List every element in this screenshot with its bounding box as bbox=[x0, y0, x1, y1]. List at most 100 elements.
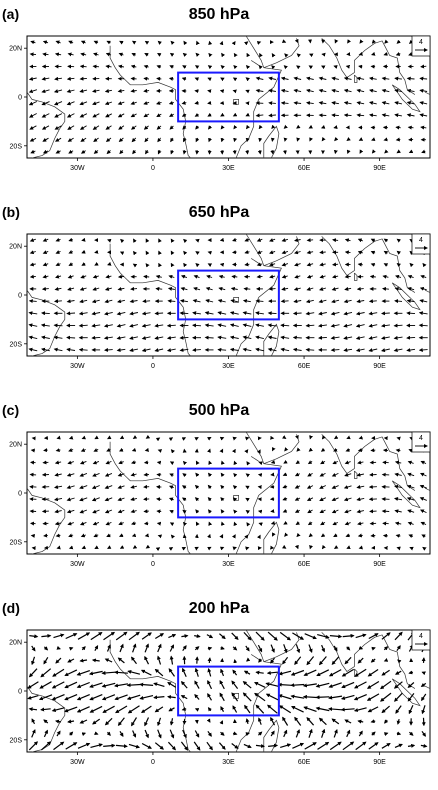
wind-arrow bbox=[357, 349, 365, 351]
wind-arrow bbox=[168, 337, 176, 338]
wind-arrow bbox=[69, 264, 73, 266]
wind-arrow bbox=[280, 706, 291, 713]
wind-arrow bbox=[55, 498, 62, 499]
wind-arrow bbox=[159, 264, 160, 266]
wind-arrow bbox=[381, 693, 391, 701]
wind-arrow bbox=[232, 288, 238, 289]
wind-arrow bbox=[171, 42, 172, 43]
wind-arrow bbox=[70, 438, 72, 439]
wind-arrow bbox=[171, 438, 172, 439]
wind-arrow bbox=[32, 730, 35, 737]
wind-arrow bbox=[145, 718, 149, 726]
wind-arrow bbox=[383, 78, 390, 79]
wind-arrow bbox=[309, 66, 311, 67]
wind-arrow bbox=[44, 657, 48, 663]
wind-arrow bbox=[41, 742, 50, 750]
wind-arrow bbox=[29, 325, 37, 327]
wind-arrow bbox=[343, 742, 354, 750]
wind-arrow bbox=[132, 126, 137, 129]
wind-arrow bbox=[355, 708, 367, 711]
coastline bbox=[27, 290, 65, 356]
wind-arrow bbox=[279, 685, 292, 686]
wind-arrow bbox=[297, 139, 298, 141]
wind-arrow bbox=[145, 657, 149, 664]
wind-arrow bbox=[56, 251, 60, 253]
wind-arrow bbox=[395, 325, 403, 326]
wind-arrow bbox=[309, 127, 311, 128]
wind-arrow bbox=[420, 115, 427, 116]
wind-arrow bbox=[68, 126, 74, 130]
wind-arrow bbox=[145, 138, 148, 142]
wind-arrow bbox=[221, 486, 223, 489]
wind-arrow bbox=[234, 78, 236, 79]
wind-arrow bbox=[69, 252, 73, 254]
wind-arrow bbox=[80, 313, 88, 314]
wind-arrow bbox=[30, 90, 37, 92]
wind-arrow bbox=[307, 300, 314, 302]
wind-arrow bbox=[168, 697, 176, 698]
wind-arrow bbox=[134, 548, 135, 549]
wind-arrow bbox=[295, 718, 301, 726]
wind-arrow bbox=[260, 54, 261, 55]
wind-arrow bbox=[395, 337, 403, 338]
wind-arrow bbox=[158, 138, 161, 142]
wind-arrow bbox=[159, 239, 160, 241]
wind-arrow bbox=[318, 742, 329, 749]
wind-arrow bbox=[94, 535, 98, 537]
wind-arrow bbox=[335, 139, 337, 141]
wind-arrow bbox=[120, 41, 123, 43]
wind-arrow bbox=[119, 462, 124, 464]
wind-arrow bbox=[368, 694, 379, 700]
wind-arrow bbox=[271, 718, 275, 725]
lon-tick-label: 30W bbox=[70, 363, 85, 370]
wind-arrow bbox=[158, 645, 161, 652]
wind-arrow bbox=[57, 450, 61, 451]
wind-arrow bbox=[334, 535, 337, 537]
wind-arrow bbox=[116, 706, 127, 713]
wind-arrow bbox=[146, 41, 148, 42]
wind-arrow bbox=[184, 438, 186, 439]
wind-arrow bbox=[171, 239, 172, 241]
wind-arrow bbox=[42, 337, 50, 339]
wind-arrow bbox=[143, 301, 150, 302]
wind-arrow bbox=[78, 695, 90, 700]
wind-arrow bbox=[121, 252, 122, 253]
wind-arrow bbox=[131, 498, 137, 499]
wind-arrow bbox=[194, 742, 200, 750]
wind-arrow bbox=[257, 78, 264, 80]
wind-arrow bbox=[358, 658, 363, 663]
wind-arrow bbox=[193, 313, 201, 314]
wind-arrow bbox=[182, 288, 188, 290]
wind-arrow bbox=[269, 115, 276, 116]
wind-arrow bbox=[257, 90, 264, 91]
wind-arrow bbox=[233, 647, 236, 650]
wind-arrow bbox=[157, 126, 161, 129]
wind-arrow bbox=[294, 313, 302, 314]
wind-arrow bbox=[56, 288, 62, 289]
wind-arrow bbox=[421, 498, 427, 501]
wind-arrow bbox=[195, 695, 199, 700]
wind-arrow bbox=[93, 498, 100, 501]
wind-arrow bbox=[68, 486, 75, 488]
wind-arrow bbox=[369, 313, 377, 314]
wind-arrow bbox=[144, 276, 149, 277]
wind-arrow bbox=[53, 669, 64, 676]
wind-arrow bbox=[145, 730, 148, 737]
wind-arrow bbox=[356, 635, 366, 638]
wind-arrow bbox=[296, 486, 300, 488]
lon-tick-label: 30W bbox=[70, 759, 85, 766]
wind-arrow bbox=[221, 732, 224, 735]
wind-arrow bbox=[55, 78, 62, 79]
wind-arrow bbox=[320, 486, 326, 489]
wind-arrow bbox=[67, 313, 75, 314]
wind-arrow bbox=[94, 522, 99, 524]
lat-tick-label: 20N bbox=[9, 244, 22, 251]
wind-arrow bbox=[421, 522, 426, 524]
wind-arrow bbox=[234, 91, 237, 92]
wind-arrow bbox=[269, 78, 276, 80]
wind-arrow bbox=[272, 127, 273, 129]
coastline bbox=[27, 92, 65, 158]
wind-arrow bbox=[397, 548, 399, 549]
wind-arrow bbox=[132, 511, 137, 512]
wind-arrow bbox=[157, 114, 161, 116]
